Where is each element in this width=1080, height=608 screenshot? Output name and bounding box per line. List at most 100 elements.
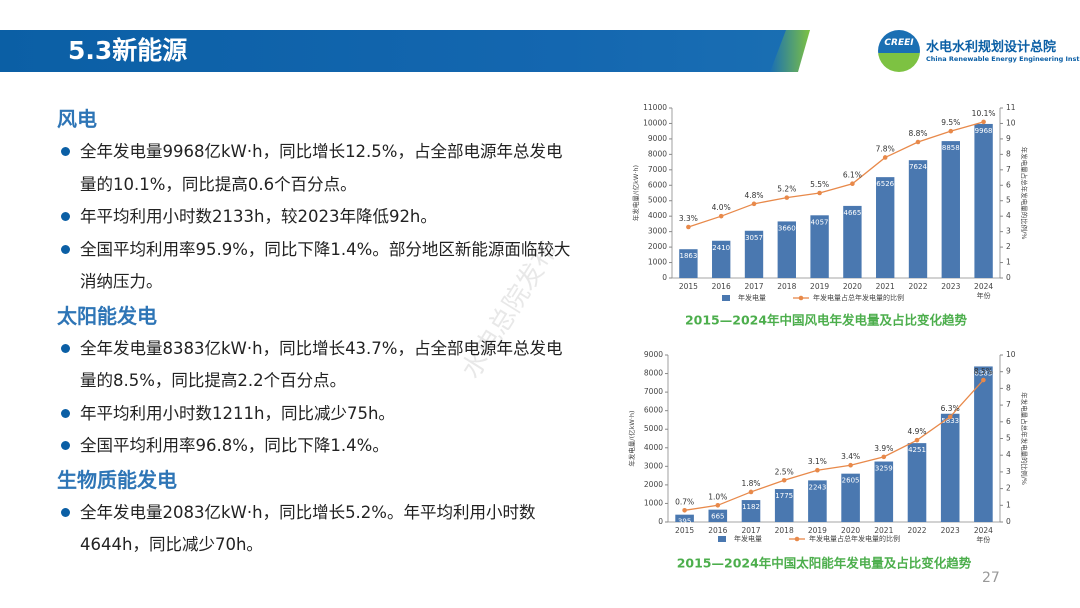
chart-title: 2015—2024年中国太阳能年发电量及占比变化趋势: [677, 556, 972, 571]
line-label: 9.5%: [941, 118, 960, 127]
y-tick-label: 9000: [644, 350, 663, 359]
y2-tick-label: 4: [1006, 450, 1011, 459]
y2-tick-label: 5: [1006, 434, 1011, 443]
legend-swatch: [722, 295, 730, 301]
line-label: 6.1%: [843, 171, 862, 180]
x-tick-label: 2016: [708, 526, 727, 535]
bullet-item: 年平均利用小时数1211h，同比减少75h。: [57, 398, 577, 431]
y2-tick-label: 11: [1006, 103, 1016, 112]
y-tick-label: 4000: [648, 211, 667, 220]
line-marker: [784, 195, 790, 200]
line-label: 7.8%: [876, 144, 895, 153]
bar: [908, 160, 928, 278]
line-label: 8.8%: [908, 129, 927, 138]
bar-label: 8383: [974, 369, 992, 377]
y-tick-label: 0: [662, 273, 667, 282]
y-axis-label: 年发电量/(亿kW·h): [631, 165, 640, 221]
x-tick-label: 2022: [907, 526, 926, 535]
y-tick-label: 9000: [648, 134, 667, 143]
line-marker: [781, 477, 787, 483]
y2-tick-label: 5: [1006, 196, 1011, 205]
line-label: 4.8%: [744, 191, 763, 200]
line-label: 5.5%: [810, 180, 829, 189]
bar: [876, 177, 895, 278]
bar-label: 2243: [808, 483, 826, 491]
bullet-item: 全年发电量2083亿kW·h，同比增长5.2%。年平均利用小时数4644h，同比…: [57, 497, 577, 562]
line-label: 1.8%: [741, 479, 760, 488]
y2-tick-label: 7: [1006, 400, 1011, 409]
line-label: 10.1%: [972, 109, 996, 118]
line-label: 3.1%: [808, 457, 827, 466]
section-heading: 生物质能发电: [57, 467, 177, 492]
line-label: 3.3%: [679, 214, 698, 223]
bar: [777, 221, 796, 278]
y2-tick-label: 8: [1006, 383, 1011, 392]
text-body: 风电全年发电量9968亿kW·h，同比增长12.5%，占全部电源年总发电量的10…: [57, 102, 577, 562]
x-tick-label: 2019: [808, 526, 827, 535]
y-tick-label: 2000: [644, 480, 663, 489]
bar-label: 1863: [679, 252, 697, 260]
bar: [810, 215, 829, 278]
line-marker: [718, 213, 724, 219]
y-tick-label: 2000: [648, 242, 667, 251]
page-number: 27: [982, 570, 1000, 586]
bar-label: 2410: [712, 244, 730, 252]
bar-label: 7624: [909, 163, 927, 171]
header-bar: [0, 30, 810, 72]
line-label: 3.4%: [841, 452, 860, 461]
bar: [874, 461, 894, 522]
y2-tick-label: 4: [1006, 211, 1011, 220]
org-name-en: China Renewable Energy Engineering Insti…: [926, 55, 1080, 63]
x-tick-label: 2020: [841, 526, 860, 535]
x-axis-label: 年份: [977, 291, 991, 300]
bar: [941, 141, 960, 278]
y-tick-label: 8000: [644, 369, 663, 378]
bullet-item: 全国平均利用率96.8%，同比下降1.4%。: [57, 430, 577, 463]
x-axis-label: 年份: [976, 535, 990, 544]
x-tick-label: 2017: [741, 526, 760, 535]
bar-label: 8858: [942, 144, 960, 152]
bar-label: 2605: [842, 477, 860, 485]
y-tick-label: 11000: [643, 103, 667, 112]
x-tick-label: 2016: [712, 282, 731, 291]
y-tick-label: 1000: [648, 258, 667, 267]
legend-swatch: [718, 536, 726, 542]
x-tick-label: 2018: [775, 526, 794, 535]
line-marker: [881, 454, 887, 460]
bar: [708, 509, 728, 522]
bar-label: 3259: [875, 465, 893, 473]
y-tick-label: 7000: [644, 387, 663, 396]
line-marker: [914, 437, 920, 443]
bar-label: 665: [711, 513, 724, 521]
y-tick-label: 3000: [648, 227, 667, 236]
bar-label: 4251: [908, 446, 926, 454]
y2-tick-label: 2: [1006, 242, 1011, 251]
bar: [841, 473, 860, 522]
y2-tick-label: 7: [1006, 165, 1011, 174]
y-tick-label: 3000: [644, 461, 663, 470]
y-tick-label: 4000: [644, 443, 663, 452]
y2-tick-label: 9: [1006, 367, 1011, 376]
bullet-item: 全国平均利用率95.9%，同比下降1.4%。部分地区新能源面临较大消纳压力。: [57, 234, 577, 299]
y2-tick-label: 3: [1006, 467, 1011, 476]
y2-tick-label: 8: [1006, 149, 1011, 158]
line-marker: [882, 155, 888, 160]
legend-label: 年发电量占总年发电量的比例: [809, 534, 900, 543]
bar: [712, 240, 731, 278]
chart: 0 1000 2000 3000 4000 5000 6000 7000 8000 9000 0 1 2…: [628, 350, 1029, 571]
y-tick-label: 1000: [644, 498, 663, 507]
line-marker: [981, 119, 986, 125]
line: [684, 379, 984, 511]
line-marker: [682, 508, 687, 513]
section-heading: 风电: [57, 107, 97, 131]
line-marker: [686, 224, 691, 230]
section-heading: 太阳能发电: [57, 303, 157, 328]
x-tick-label: 2022: [908, 282, 927, 291]
bullet-item: 全年发电量9968亿kW·h，同比增长12.5%，占全部电源年总发电量的10.1…: [57, 136, 577, 201]
line-label: 8.5%: [974, 367, 993, 376]
line-marker: [748, 489, 754, 495]
bar: [774, 489, 794, 522]
y2-tick-label: 9: [1006, 134, 1011, 143]
legend-swatch: [794, 536, 800, 542]
bar: [843, 205, 862, 278]
